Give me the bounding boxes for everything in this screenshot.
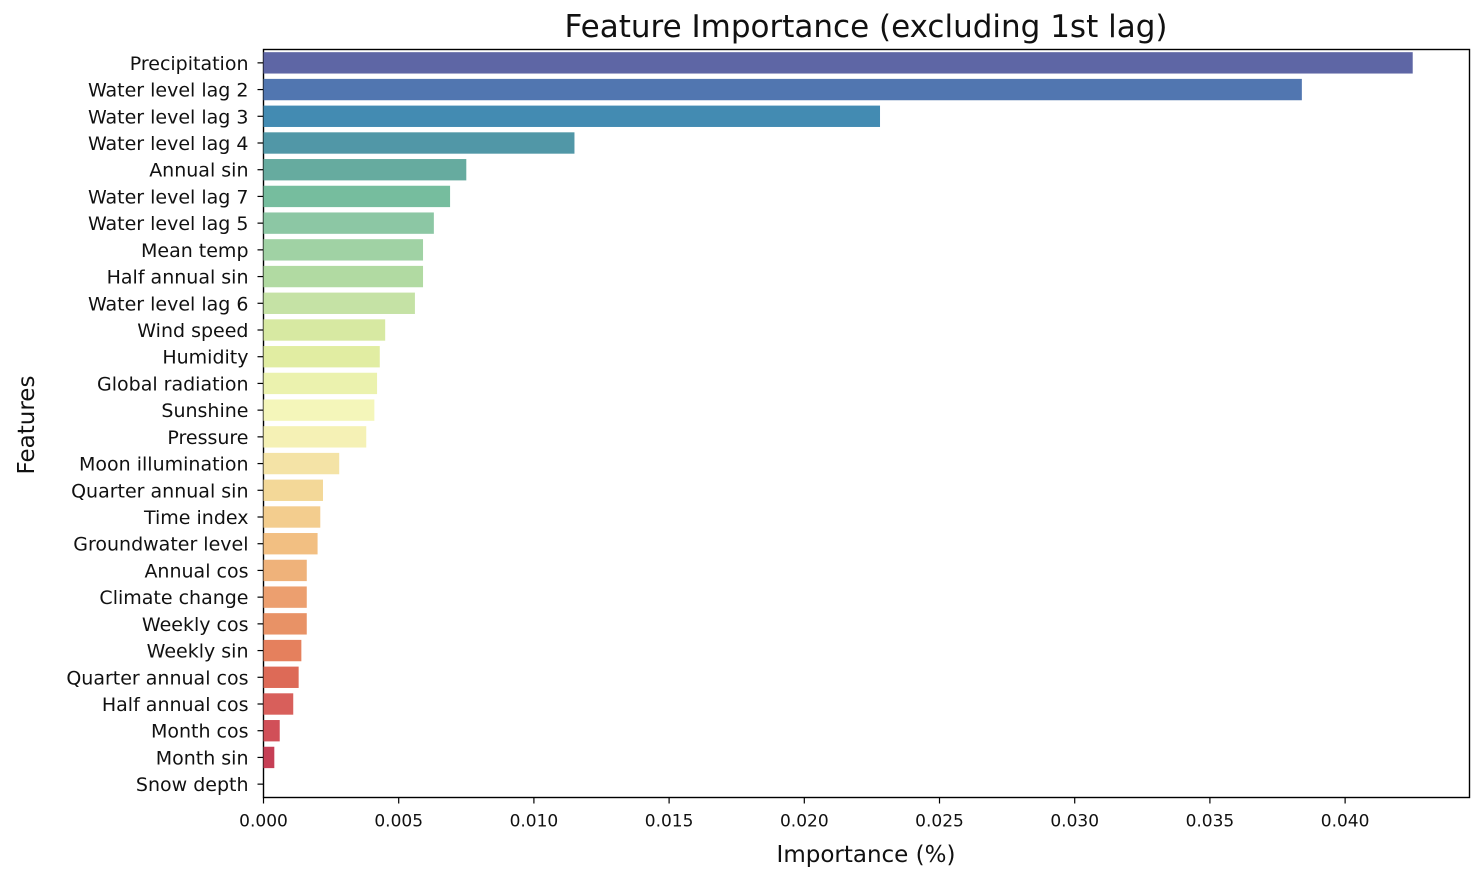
y-tick-label: Wind speed [137, 320, 248, 342]
y-tick-label: Half annual cos [102, 694, 249, 716]
bar-humidity [263, 346, 380, 368]
y-tick-label: Weekly sin [147, 641, 249, 663]
y-tick-label: Water level lag 3 [88, 106, 249, 128]
y-tick-label: Moon illumination [79, 454, 248, 476]
y-tick-label: Half annual sin [107, 267, 249, 289]
y-axis-layer: Precipitation Water level lag 2 Water leve… [66, 53, 264, 796]
bar-annual-cos [263, 559, 307, 582]
y-axis-label: Features [14, 376, 40, 475]
bar-quarter-annual-cos [263, 666, 299, 688]
x-tick-label: 0.000 [239, 812, 288, 832]
x-tick-label: 0.030 [1050, 812, 1099, 832]
y-tick-label: Month sin [156, 747, 249, 769]
bar-water-level-lag-6 [263, 292, 415, 314]
chart-title: Feature Importance (excluding 1st lag) [565, 9, 1168, 45]
y-tick-label: Climate change [99, 587, 248, 609]
y-tick-label: Water level lag 7 [88, 186, 249, 208]
y-tick-label: Humidity [162, 347, 248, 369]
x-tick-label: 0.040 [1321, 812, 1370, 832]
y-tick-label: Annual cos [144, 560, 248, 582]
bars-layer [263, 52, 1413, 769]
y-tick-label: Water level lag 2 [88, 80, 249, 102]
y-tick-label: Quarter annual sin [71, 480, 248, 502]
y-tick-label: Quarter annual cos [66, 667, 248, 689]
bar-month-sin [263, 746, 275, 769]
bar-annual-sin [263, 159, 467, 181]
bar-water-level-lag-3 [263, 105, 881, 127]
y-tick-label: Weekly cos [142, 614, 249, 636]
bar-water-level-lag-4 [263, 132, 575, 154]
bar-half-annual-cos [263, 693, 294, 715]
x-axis-layer: 0.000 0.005 0.010 0.015 0.020 0.025 0.030 0.035… [239, 797, 1370, 832]
y-tick-label: Groundwater level [73, 534, 248, 556]
bar-half-annual-sin [263, 265, 424, 288]
bar-pressure [263, 426, 367, 448]
bar-water-level-lag-5 [263, 212, 434, 234]
bar-time-index [263, 506, 321, 528]
y-tick-label: Sunshine [161, 400, 248, 422]
bar-sunshine [263, 399, 375, 421]
bar-global-radiation [263, 372, 378, 395]
bar-water-level-lag-7 [263, 185, 451, 208]
x-tick-label: 0.020 [780, 812, 829, 832]
y-tick-label: Pressure [167, 427, 248, 449]
bar-climate-change [263, 586, 307, 608]
y-tick-label: Precipitation [130, 53, 249, 75]
x-tick-label: 0.005 [374, 812, 423, 832]
x-tick-label: 0.015 [645, 812, 694, 832]
plot-frame [262, 48, 1471, 799]
bar-groundwater-level [263, 533, 318, 555]
y-tick-label: Water level lag 5 [88, 213, 249, 235]
bar-weekly-sin [263, 639, 302, 662]
bar-water-level-lag-2 [263, 78, 1302, 101]
y-tick-label: Water level lag 6 [88, 293, 249, 315]
y-tick-label: Annual sin [149, 160, 248, 182]
bar-precipitation [263, 52, 1413, 74]
bar-mean-temp [263, 239, 424, 261]
y-tick-label: Month cos [151, 721, 249, 743]
y-tick-label: Water level lag 4 [88, 133, 249, 155]
y-tick-label: Snow depth [136, 774, 249, 796]
bar-month-cos [263, 720, 280, 742]
bar-quarter-annual-sin [263, 479, 323, 501]
y-tick-label: Global radiation [97, 373, 248, 395]
bar-moon-illumination [263, 452, 340, 475]
x-tick-label: 0.010 [510, 812, 559, 832]
x-axis-label: Importance (%) [777, 842, 956, 868]
y-tick-label: Time index [143, 507, 249, 529]
bar-weekly-cos [263, 613, 307, 635]
bar-wind-speed [263, 319, 386, 341]
y-tick-label: Mean temp [141, 240, 249, 262]
x-tick-label: 0.035 [1186, 812, 1235, 832]
x-tick-label: 0.025 [915, 812, 964, 832]
